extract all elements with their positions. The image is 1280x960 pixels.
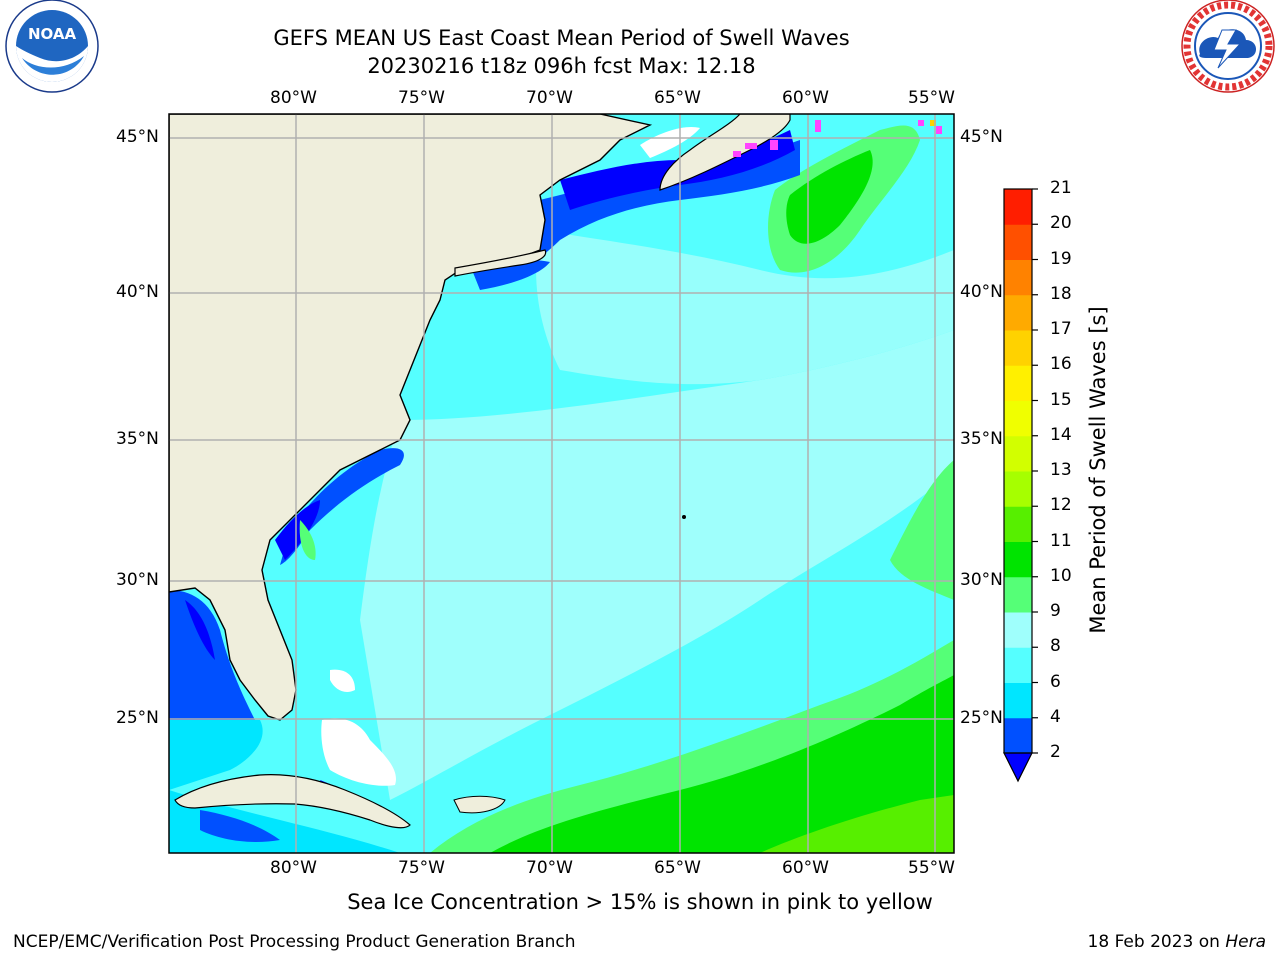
lon-tick-top: 75°W (398, 88, 445, 108)
colorbar-segment (1004, 330, 1032, 366)
lat-tick-left: 45°N (116, 127, 159, 147)
lon-tick-top: 60°W (782, 88, 829, 108)
graticule (169, 114, 954, 853)
colorbar-segment (1004, 435, 1032, 472)
colorbar-tick-label: 11 (1050, 530, 1072, 551)
colorbar-tick-label: 19 (1050, 248, 1072, 269)
colorbar-segment (1004, 541, 1032, 578)
lon-tick-bottom: 70°W (526, 858, 573, 878)
colorbar-tick-label: 13 (1050, 460, 1072, 480)
colorbar-tick-label: 21 (1050, 178, 1072, 198)
lon-tick-bottom: 65°W (654, 858, 701, 878)
noaa-logo-text: NOAA (28, 25, 77, 43)
nws-logo (1181, 0, 1275, 93)
colorbar-segment (1004, 189, 1032, 225)
colorbar-extend-arrow (1003, 752, 1033, 783)
lat-tick-left: 40°N (116, 282, 159, 302)
map-frame (168, 113, 955, 854)
sea-ice-note: Sea Ice Concentration > 15% is shown in … (347, 890, 933, 914)
colorbar-segment (1004, 682, 1032, 719)
map-area (169, 114, 954, 853)
lon-tick-bottom: 75°W (398, 858, 445, 878)
lon-tick-top: 70°W (526, 88, 573, 108)
lon-tick-bottom: 55°W (908, 858, 955, 878)
lat-tick-right: 35°N (960, 429, 1003, 449)
colorbar-segment (1004, 224, 1032, 260)
lat-tick-right: 30°N (960, 570, 1003, 590)
colorbar-tick-label: 12 (1050, 495, 1072, 516)
colorbar-segment (1004, 294, 1032, 331)
colorbar-label: Mean Period of Swell Waves [s] (1086, 306, 1110, 634)
lon-tick-top: 65°W (654, 88, 701, 108)
colorbar-tick-label: 17 (1050, 319, 1072, 339)
lon-tick-bottom: 60°W (782, 858, 829, 878)
colorbar-segment (1004, 471, 1032, 507)
colorbar-tick-label: 2 (1050, 742, 1061, 762)
footer-credit: NCEP/EMC/Verification Post Processing Pr… (13, 932, 576, 952)
lon-tick-top: 80°W (270, 88, 317, 108)
lon-tick-top: 55°W (908, 88, 955, 108)
colorbar-segment (1004, 506, 1032, 542)
colorbar-tick-label: 14 (1050, 424, 1072, 445)
lat-tick-left: 30°N (116, 570, 159, 590)
colorbar-segment (1004, 400, 1032, 437)
land-cuba (174, 774, 411, 829)
colorbar-tick-label: 10 (1050, 565, 1072, 586)
lon-tick-bottom: 80°W (270, 858, 317, 878)
colorbar-segment (1004, 259, 1032, 296)
colorbar-segment (1004, 647, 1032, 683)
chart-subtitle: 20230216 t18z 096h fcst Max: 12.18 (367, 54, 756, 78)
colorbar-segment (1004, 576, 1032, 613)
colorbar-tick-label: 9 (1050, 601, 1061, 621)
colorbar-tick-label: 15 (1050, 389, 1072, 410)
colorbar-tick-label: 20 (1050, 213, 1072, 234)
colorbar-tick-label: 6 (1050, 671, 1061, 692)
colorbar-tick-label: 18 (1050, 283, 1072, 304)
colorbar-tick-label: 4 (1050, 706, 1061, 727)
lat-tick-right: 25°N (960, 708, 1003, 728)
lat-tick-left: 25°N (116, 708, 159, 728)
lat-tick-right: 40°N (960, 282, 1003, 302)
lat-tick-left: 35°N (116, 429, 159, 449)
colorbar-tick-label: 16 (1050, 354, 1072, 375)
colorbar-segment (1004, 365, 1032, 401)
footer-date: 18 Feb 2023 on Hera (1087, 932, 1266, 952)
colorbar-segment (1004, 717, 1032, 754)
noaa-logo: NOAA (5, 0, 99, 93)
lat-tick-right: 45°N (960, 127, 1003, 147)
colorbar-segment (1004, 612, 1032, 648)
land-north-america (169, 114, 653, 721)
chart-title: GEFS MEAN US East Coast Mean Period of S… (273, 26, 850, 50)
colorbar (1003, 188, 1038, 783)
colorbar-tick-label: 8 (1050, 636, 1061, 657)
